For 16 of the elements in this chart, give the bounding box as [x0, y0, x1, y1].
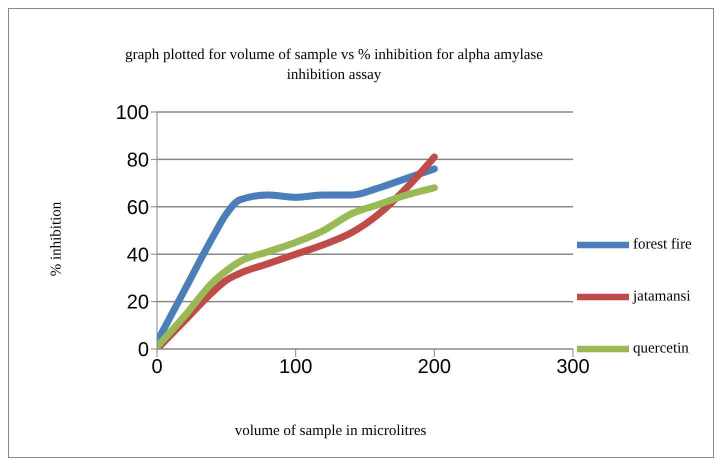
y-axis-title: % inhibition — [48, 202, 66, 276]
chart-title: graph plotted for volume of sample vs % inhibition for alpha amylase inhibition assay — [124, 46, 544, 85]
legend-label: forest fire — [633, 236, 692, 252]
y-tick-label: 100 — [116, 102, 149, 124]
x-tick-label: 300 — [556, 356, 590, 378]
x-tick-label: 200 — [418, 356, 452, 378]
y-tick-label: 60 — [126, 196, 149, 219]
y-tick-label: 80 — [126, 150, 149, 172]
x-tick-label: 0 — [151, 356, 163, 378]
legend-label: quercetin — [633, 340, 689, 356]
y-tick-label: 40 — [126, 244, 149, 266]
x-tick-label: 100 — [278, 356, 312, 378]
legend-label: jatamansi — [633, 288, 690, 304]
y-tick-label: 0 — [138, 339, 149, 362]
x-axis-title: volume of sample in microlitres — [234, 423, 428, 440]
y-tick-label: 20 — [126, 292, 149, 314]
